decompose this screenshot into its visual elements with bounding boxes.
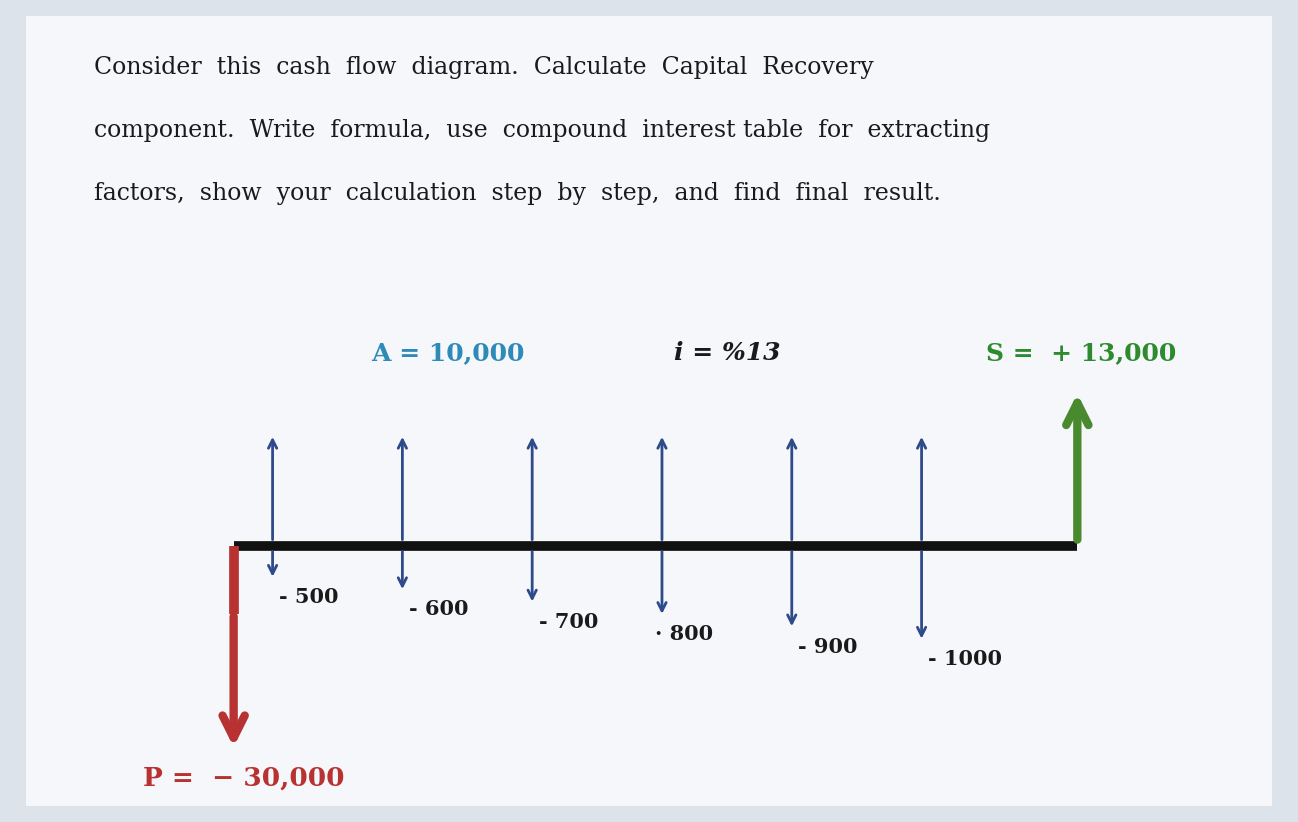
Text: component.  Write  formula,  use  compound  interest table  for  extracting: component. Write formula, use compound i… <box>95 119 990 142</box>
Text: S =  + 13,000: S = + 13,000 <box>986 341 1177 365</box>
Text: Consider  this  cash  flow  diagram.  Calculate  Capital  Recovery: Consider this cash flow diagram. Calcula… <box>95 56 875 79</box>
Text: factors,  show  your  calculation  step  by  step,  and  find  final  result.: factors, show your calculation step by s… <box>95 182 941 206</box>
Text: - 600: - 600 <box>409 599 469 619</box>
Text: - 700: - 700 <box>539 612 598 632</box>
Text: P =  − 30,000: P = − 30,000 <box>143 765 344 790</box>
Text: · 800: · 800 <box>655 624 714 644</box>
FancyBboxPatch shape <box>19 12 1279 810</box>
Text: - 500: - 500 <box>279 587 339 607</box>
Text: i = %13: i = %13 <box>674 341 780 365</box>
Text: - 1000: - 1000 <box>928 649 1002 669</box>
Text: - 900: - 900 <box>798 636 864 657</box>
Text: A = 10,000: A = 10,000 <box>371 341 524 365</box>
